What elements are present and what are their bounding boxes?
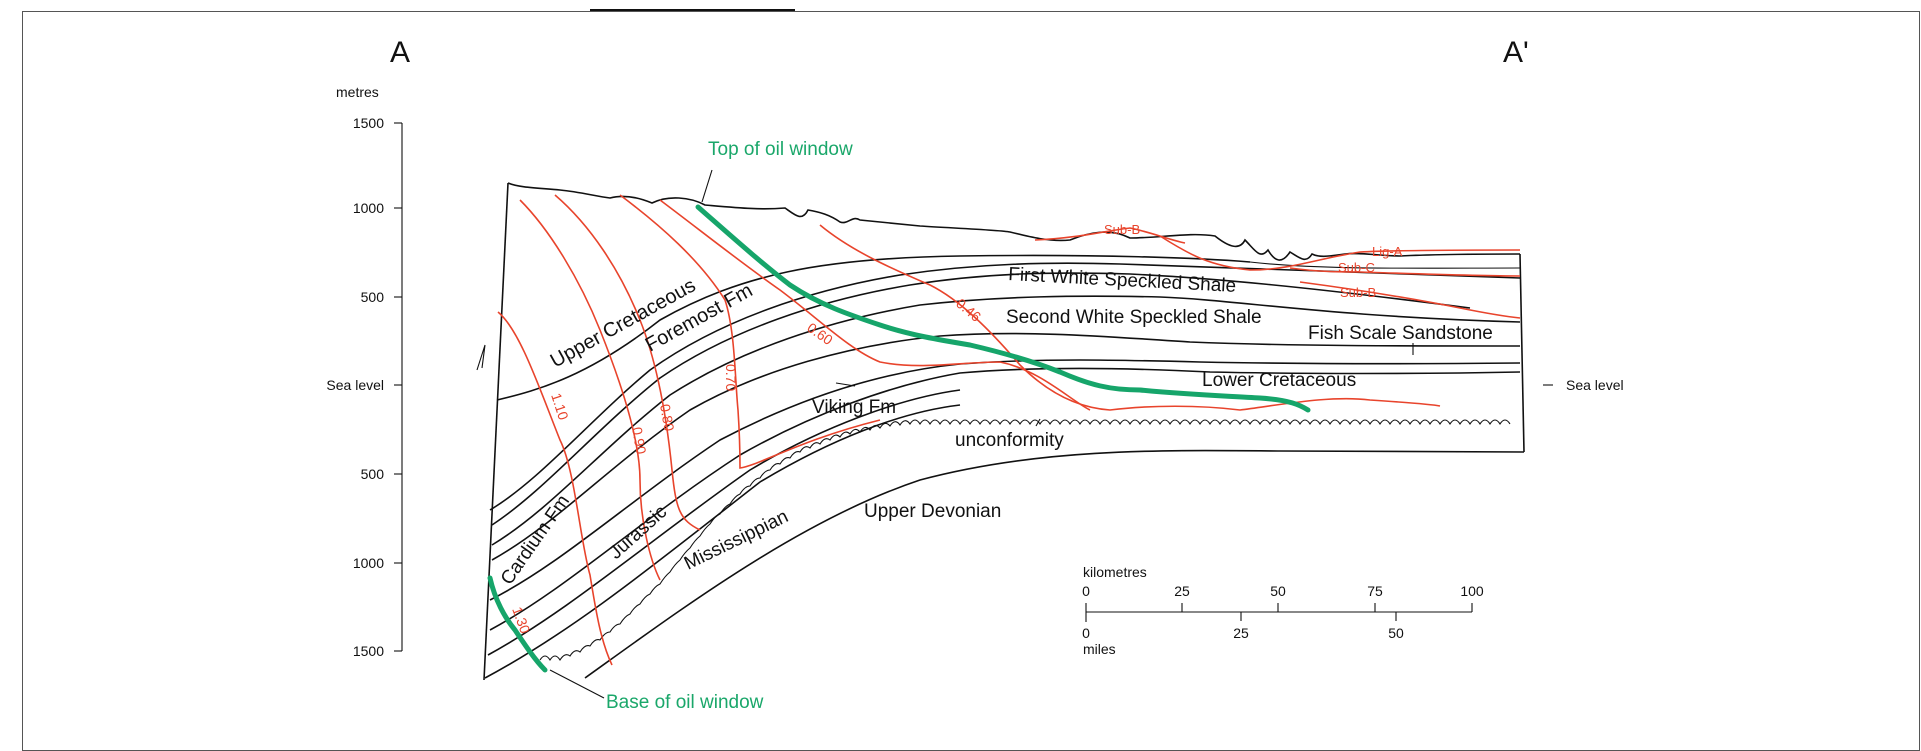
scale-km-tick-label: 75 [1367, 583, 1383, 599]
depth-axis: metres 1500 1000 500 Sea level 500 1000 … [326, 84, 403, 659]
horizon-second-white-speckled [491, 295, 1521, 546]
iso-label-0-70: 0.70 [723, 364, 739, 391]
leader-unconformity [1035, 418, 1041, 427]
label-top-of-oil-window: Top of oil window [708, 139, 853, 160]
label-jurassic: Jurassic [605, 501, 671, 563]
cross-section-diagram: A A' metres 1500 1000 500 Sea level 500 … [326, 36, 1624, 713]
label-mississippian: Mississippian [681, 506, 792, 574]
label-unconformity: unconformity [955, 430, 1064, 451]
horizon-first-white-speckled-base [491, 272, 1471, 526]
rank-label-sub-b-top: Sub-B [1104, 222, 1140, 237]
scale-km-tick-label: 50 [1270, 583, 1286, 599]
leader-top-oil-window [701, 169, 713, 203]
top-of-oil-window-line [695, 204, 1311, 413]
scale-mi-tick-label: 25 [1233, 625, 1249, 641]
horizon-jurassic [487, 389, 961, 656]
horizon-first-white-speckled-top [489, 262, 1521, 511]
right-boundary [1519, 253, 1525, 453]
depth-axis-unit: metres [336, 84, 379, 100]
fault-mark [476, 344, 486, 371]
left-boundary [483, 182, 509, 681]
horizon-viking [489, 367, 1521, 631]
scale-mi-tick-label: 50 [1388, 625, 1404, 641]
isoreflectance-lines [497, 194, 1521, 666]
scale-mi-label: miles [1083, 641, 1116, 657]
horizon-cardium [484, 404, 961, 679]
label-upper-devonian: Upper Devonian [864, 501, 1001, 522]
iso-label-0-80: 0.80 [657, 403, 678, 433]
base-of-oil-window-line [487, 575, 548, 673]
horizon-lower-cretaceous [489, 359, 1521, 601]
iso-0-70 [619, 194, 881, 469]
label-viking: Viking Fm [812, 397, 896, 418]
scale-km-tick-label: 100 [1460, 583, 1484, 599]
scale-bar: kilometres 0 25 50 75 100 0 25 50 miles [1082, 564, 1484, 657]
label-first-white-speckled-shale: First White Speckled Shale [1008, 264, 1237, 297]
iso-lig-a [1159, 235, 1521, 271]
depth-tick-label: 1000 [353, 200, 384, 216]
depth-tick-label: 500 [361, 466, 385, 482]
iso-sub-b-top [1034, 227, 1186, 244]
iso-label-0-60: 0.60 [804, 319, 836, 348]
label-second-white-speckled-shale: Second White Speckled Shale [1006, 307, 1262, 328]
rank-label-sub-c: Sub-C [1338, 260, 1375, 275]
horizon-upper-cretaceous-east [1249, 261, 1521, 269]
depth-tick-label: 1000 [353, 555, 384, 571]
end-label-a-prime: A' [1503, 36, 1529, 69]
iso-0-46 [819, 224, 1441, 411]
iso-sub-c [1289, 267, 1521, 277]
leader-base-oil-window [549, 669, 605, 699]
scale-km-tick-label: 25 [1174, 583, 1190, 599]
horizon-upper-cretaceous [496, 254, 1251, 401]
scale-mi-tick-label: 0 [1082, 625, 1090, 641]
unconformity-line [539, 419, 1511, 662]
label-fish-scale-sandstone: Fish Scale Sandstone [1308, 323, 1493, 344]
label-base-of-oil-window: Base of oil window [606, 692, 764, 713]
scale-km-tick-label: 0 [1082, 583, 1090, 599]
section-outline [483, 182, 1525, 681]
rank-label-lig-a: Lig-A [1372, 244, 1403, 259]
iso-sub-b-right [1299, 281, 1521, 319]
label-lower-cretaceous: Lower Cretaceous [1202, 370, 1356, 391]
horizon-upper-devonian [584, 449, 1525, 679]
horizon-fish-scale [491, 332, 1521, 561]
ground-surface [507, 182, 1521, 261]
iso-1-30-and-1-10 [497, 311, 613, 666]
top-rule [590, 9, 795, 11]
iso-label-0-90: 0.90 [629, 426, 650, 456]
depth-tick-label: 1500 [353, 643, 384, 659]
depth-tick-label: 1500 [353, 115, 384, 131]
iso-0-90 [519, 199, 661, 581]
right-sea-level-label: Sea level [1566, 377, 1624, 393]
end-label-a: A [390, 36, 410, 69]
iso-0-80 [554, 194, 701, 531]
rank-label-sub-b-right: Sub-B [1340, 285, 1376, 300]
depth-tick-label-sea-level: Sea level [326, 377, 384, 393]
depth-tick-label: 500 [361, 289, 385, 305]
scale-km-label: kilometres [1083, 564, 1147, 580]
leader-viking [835, 382, 856, 387]
